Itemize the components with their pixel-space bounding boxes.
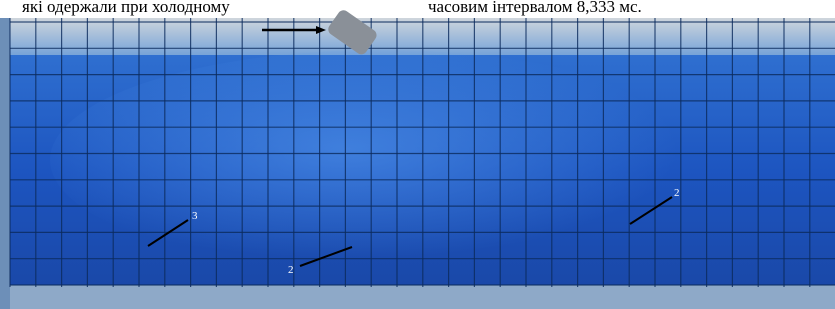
left-ruler	[0, 18, 10, 309]
annotation-label: 3	[192, 210, 198, 222]
page: 3 2 2 які одержали при холодному часовим…	[0, 0, 835, 309]
caption-left: які одержали при холодному	[22, 0, 230, 16]
ruler-strip	[0, 285, 835, 309]
turbulence	[50, 50, 710, 270]
annotation-label: 2	[288, 264, 294, 276]
photo: 3 2 2 які одержали при холодному часовим…	[0, 0, 835, 309]
annotation-label: 2	[674, 187, 680, 199]
caption-right: часовим інтервалом 8,333 мс.	[428, 0, 642, 16]
